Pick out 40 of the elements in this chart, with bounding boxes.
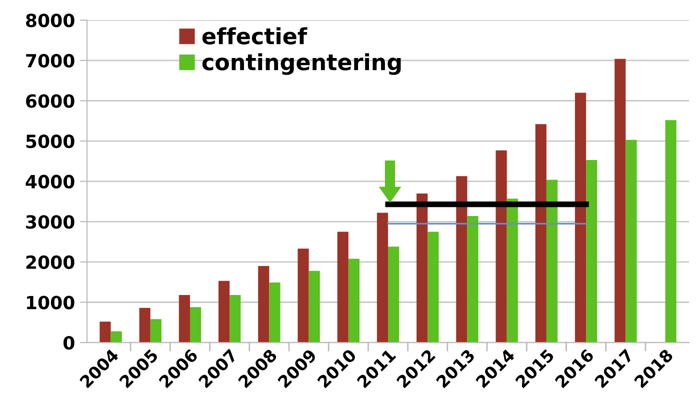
bar xyxy=(337,232,348,343)
legend-label: contingentering xyxy=(202,53,401,75)
bar xyxy=(190,307,202,343)
bar xyxy=(110,331,122,343)
y-tick-label: 1000 xyxy=(26,296,74,310)
y-tick-label: 6000 xyxy=(26,94,74,108)
bar xyxy=(178,294,190,343)
bar xyxy=(496,150,507,343)
bar xyxy=(665,120,676,343)
y-tick-label: 7000 xyxy=(26,54,74,68)
bar xyxy=(308,270,320,343)
bar xyxy=(348,258,360,343)
bar xyxy=(139,308,150,343)
bar xyxy=(269,282,280,343)
bar xyxy=(586,160,598,343)
bar xyxy=(428,232,439,343)
bar xyxy=(506,198,518,343)
bar xyxy=(218,280,230,343)
y-tick-label: 0 xyxy=(63,336,74,350)
y-tick-label: 5000 xyxy=(26,134,74,148)
bar xyxy=(626,140,637,343)
bar xyxy=(258,266,270,343)
bar xyxy=(100,322,111,343)
bar xyxy=(416,193,428,343)
legend-label: effectief xyxy=(202,27,308,44)
bar xyxy=(230,294,241,343)
bar xyxy=(467,216,478,343)
bar xyxy=(298,248,309,343)
y-tick-label: 4000 xyxy=(26,174,74,188)
bar xyxy=(614,58,626,343)
bar xyxy=(456,176,468,343)
bar xyxy=(150,319,162,343)
y-tick-label: 3000 xyxy=(26,215,74,229)
bar xyxy=(574,92,586,343)
y-tick-label: 8000 xyxy=(26,14,74,28)
y-tick-label: 2000 xyxy=(26,255,74,270)
bar xyxy=(535,124,546,343)
bar xyxy=(388,246,400,343)
bar xyxy=(376,212,388,343)
bar xyxy=(546,180,558,343)
